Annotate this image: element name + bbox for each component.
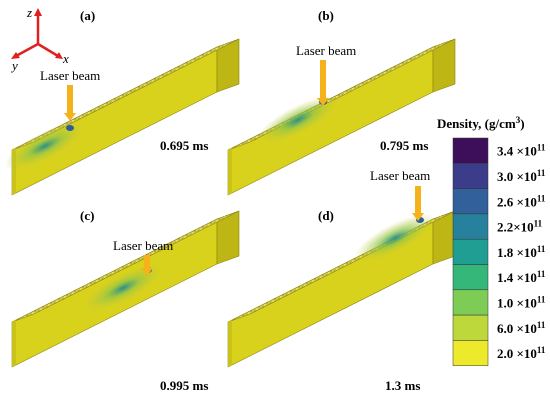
- colorbar-block: [452, 340, 489, 366]
- track-left: [228, 320, 232, 367]
- panel-label: (c): [80, 208, 94, 223]
- melt-pool: [354, 214, 436, 262]
- melt-pool: [4, 122, 86, 170]
- colorbar-block: [452, 213, 489, 240]
- colorbar-tick-label: 1.4 ×1011: [497, 269, 546, 285]
- axis-label: x: [62, 51, 69, 66]
- colorbar-block: [452, 163, 489, 189]
- tick-exp: 11: [537, 294, 546, 304]
- colorbar-tick-label: 6.0 ×1011: [497, 320, 546, 336]
- laser-tip: [141, 268, 153, 276]
- tick-exp: 11: [537, 320, 546, 330]
- beam-label: Laser beam: [370, 168, 430, 183]
- melt-spot: [66, 125, 74, 131]
- time-label: 0.695 ms: [160, 138, 208, 153]
- tick-exp: 11: [534, 219, 543, 229]
- beam-label: Laser beam: [296, 43, 356, 58]
- tick-exp: 11: [537, 345, 546, 355]
- colorbar-tick-label: 2.0 ×1011: [497, 345, 546, 361]
- colorbar-block: [452, 238, 489, 265]
- time-label: 1.3 ms: [385, 378, 420, 393]
- panel-label: (b): [318, 8, 334, 23]
- colorbar-tick-label: 3.0 ×1011: [497, 168, 546, 184]
- laser-beam: [415, 186, 421, 213]
- laser-tip: [64, 113, 76, 121]
- panel: (b) Laser beam 0.795 ms: [227, 8, 456, 196]
- colorbar-tick-label: 2.6 ×1011: [497, 193, 546, 209]
- track-left: [12, 320, 16, 367]
- tick-base: 1.4 ×10: [497, 270, 537, 285]
- time-label: 0.795 ms: [380, 138, 428, 153]
- tick-exp: 11: [537, 244, 546, 254]
- track-left: [228, 148, 232, 195]
- tick-base: 2.6 ×10: [497, 194, 537, 209]
- tick-base: 3.4 ×10: [497, 144, 537, 159]
- tick-base: 2.2×10: [497, 220, 534, 235]
- tick-exp: 11: [537, 193, 546, 203]
- colorbar-tick-label: 3.4 ×1011: [497, 143, 546, 159]
- colorbar-title: Density, (g/cm3): [437, 115, 525, 131]
- melt-pool: [82, 264, 164, 312]
- beam-label: Laser beam: [40, 68, 100, 83]
- laser-tip: [317, 98, 329, 106]
- tick-base: 1.8 ×10: [497, 245, 537, 260]
- panel-label: (d): [318, 208, 334, 223]
- axis-label: z: [26, 5, 32, 20]
- laser-tip: [412, 213, 424, 221]
- melt-pool: [257, 96, 339, 144]
- tick-base: 3.0 ×10: [497, 169, 537, 184]
- colorbar-block: [452, 137, 489, 164]
- powder-bed: [11, 210, 240, 323]
- colorbar-block: [452, 264, 489, 291]
- beam-label: Laser beam: [113, 238, 173, 253]
- time-label: 0.995 ms: [160, 378, 208, 393]
- colorbar-tick-label: 1.8 ×1011: [497, 244, 546, 260]
- colorbar-tick-label: 1.0 ×1011: [497, 294, 546, 310]
- colorbar-block: [452, 289, 489, 316]
- axis-label: y: [10, 58, 18, 73]
- colorbar-tick-label: 2.2×1011: [497, 219, 543, 235]
- tick-base: 1.0 ×10: [497, 295, 537, 310]
- tick-exp: 11: [537, 168, 546, 178]
- laser-beam: [144, 255, 150, 268]
- laser-beam: [320, 60, 326, 98]
- axis-triad: z y x: [10, 5, 69, 73]
- panel-label: (a): [80, 8, 95, 23]
- colorbar-block: [452, 314, 489, 341]
- panel: (a) Laser beam 0.695 ms: [4, 8, 240, 196]
- tick-base: 2.0 ×10: [497, 346, 537, 361]
- laser-beam: [67, 85, 73, 113]
- tick-exp: 11: [537, 269, 546, 279]
- tick-base: 6.0 ×10: [497, 321, 537, 336]
- tick-exp: 11: [537, 143, 546, 153]
- colorbar-block: [452, 188, 489, 215]
- panel: (d) Laser beam 1.3 ms: [227, 168, 456, 393]
- panel: (c) Laser beam 0.995 ms: [11, 208, 240, 393]
